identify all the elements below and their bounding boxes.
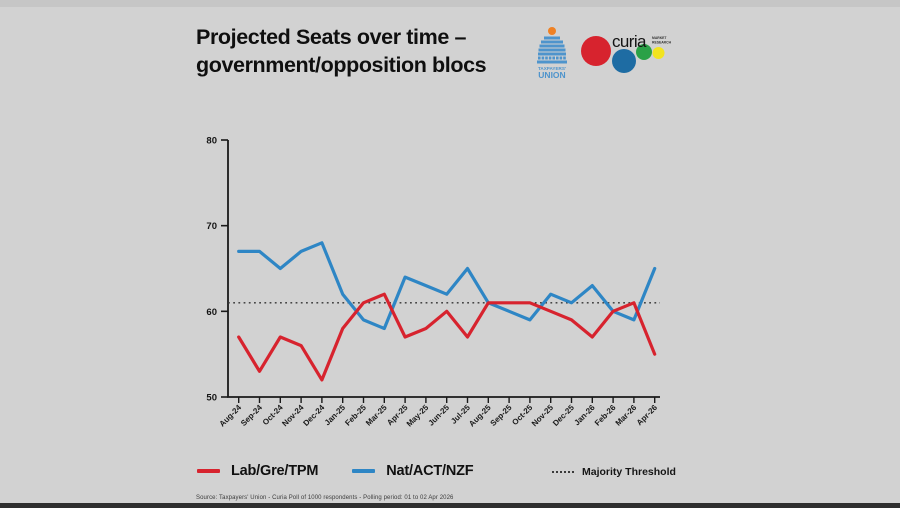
threshold-legend: Majority Threshold (552, 466, 676, 478)
x-tick-label: Dec-25 (551, 403, 576, 428)
axes (227, 140, 660, 398)
x-tick-label: Aug-24 (218, 403, 244, 429)
legend-label-nat-act-nzf: Nat/ACT/NZF (386, 463, 474, 479)
x-tick-label: Feb-25 (343, 403, 368, 428)
x-tick-label: Apr-26 (635, 403, 660, 428)
beehive-icon: TAXPAYERS' UNION (537, 27, 567, 80)
x-tick-label: Mar-25 (364, 403, 389, 428)
bottom-edge-strip (0, 503, 900, 508)
threshold-legend-label: Majority Threshold (582, 466, 676, 478)
x-tick-label: Jan-26 (572, 403, 597, 428)
tpu-logo-text2: UNION (538, 70, 565, 80)
y-tick-label: 50 (206, 393, 217, 404)
x-tick-label: Nov-24 (280, 403, 306, 429)
x-tick-label: Aug-25 (467, 403, 493, 429)
x-tick-label: Jun-25 (427, 403, 452, 428)
x-tick-label: Jan-25 (323, 403, 348, 428)
taxpayers-union-logo: TAXPAYERS' UNION (533, 26, 573, 84)
dotted-line-swatch (552, 471, 574, 473)
curia-circles-icon: curia MARKET RESEARCH (581, 32, 672, 73)
x-tick-label: Feb-26 (593, 403, 618, 428)
page-title-line1: Projected Seats over time – (196, 25, 467, 49)
series-line-lab-gre-tpm (237, 292, 657, 382)
nat-act-nzf-line-swatch (352, 469, 376, 473)
curia-logo: curia MARKET RESEARCH (580, 28, 690, 80)
page-title-line2: government/opposition blocs (196, 52, 487, 77)
x-tick-label: Mar-26 (614, 403, 639, 428)
seats-line-chart: 50607080Aug-24Sep-24Oct-24Nov-24Dec-24Ja… (206, 136, 660, 429)
tpu-logo-text1: TAXPAYERS' (538, 66, 566, 71)
x-tick-label: Nov-25 (530, 403, 556, 429)
x-tick-label: Sep-25 (489, 403, 514, 428)
curia-sub2: RESEARCH (652, 41, 672, 45)
top-edge-strip (0, 0, 900, 7)
x-tick-label: Sep-24 (239, 403, 264, 428)
y-tick-label: 60 (206, 307, 217, 318)
y-tick-label: 70 (206, 221, 217, 232)
legend-label-lab-gre-tpm: Lab/Gre/TPM (231, 463, 319, 479)
series-line-nat-act-nzf (237, 241, 657, 331)
x-tick-label: Dec-24 (301, 403, 326, 428)
curia-wordmark: curia (612, 32, 647, 51)
x-tick-label: May-25 (405, 403, 431, 429)
page-title: Projected Seats over time – government/o… (196, 24, 556, 79)
y-tick-label: 80 (206, 136, 217, 147)
source-note: Source: Taxpayers' Union - Curia Poll of… (196, 495, 454, 501)
curia-sub1: MARKET (652, 36, 667, 40)
chart-legend: Lab/Gre/TPM Nat/ACT/NZF (197, 463, 474, 479)
lab-gre-tpm-line-swatch (197, 469, 220, 473)
